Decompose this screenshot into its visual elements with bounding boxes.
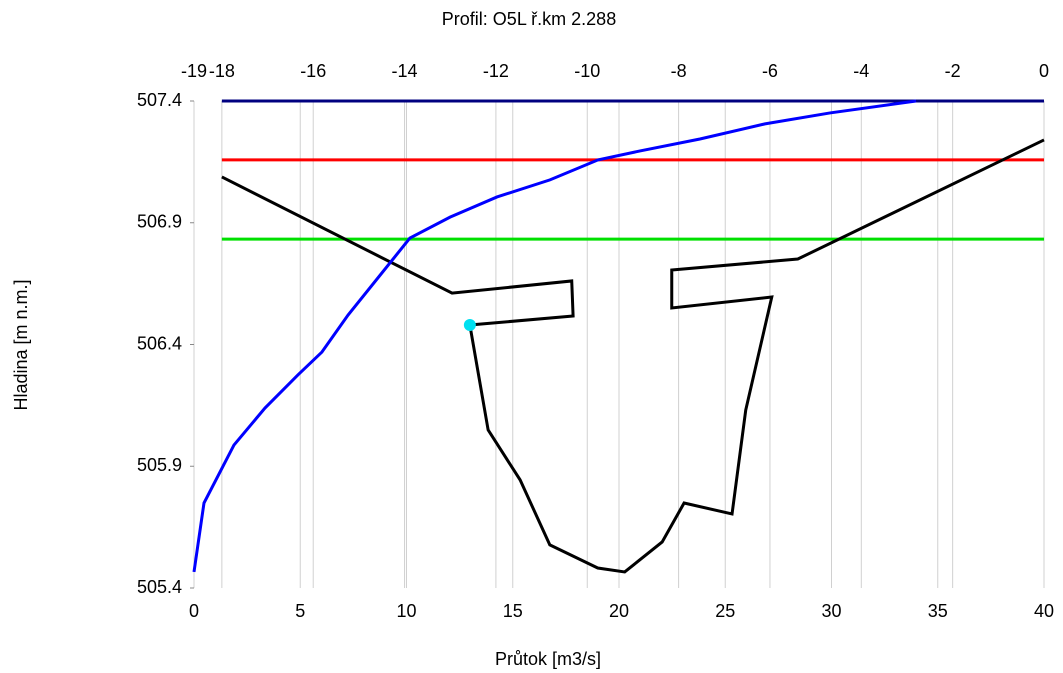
x-tick-label: 30 [821, 601, 841, 621]
series-line [192, 99, 917, 573]
y-tick-label: 506.9 [137, 212, 182, 232]
y-tick-label: 507.4 [137, 90, 182, 110]
y-tick-label: 505.4 [137, 577, 182, 597]
y-tick-label: 506.4 [137, 333, 182, 353]
x-axis-label: Průtok [m3/s] [495, 649, 601, 669]
x2-tick-label: -2 [945, 61, 961, 81]
point [463, 319, 476, 332]
x2-tick-label: -18 [209, 61, 235, 81]
x2-tick-label: -14 [392, 61, 418, 81]
x2-tick-label: 0 [1039, 61, 1049, 81]
x2-tick-label: -16 [300, 61, 326, 81]
x-tick-label: 40 [1034, 601, 1054, 621]
x-tick-label: 5 [295, 601, 305, 621]
x-tick-label: 0 [189, 601, 199, 621]
x2-tick-label: -4 [853, 61, 869, 81]
x-tick-label: 35 [928, 601, 948, 621]
x2-tick-label: -6 [762, 61, 778, 81]
x-tick-label: 25 [715, 601, 735, 621]
x-tick-label: 10 [396, 601, 416, 621]
series-line [221, 138, 1045, 574]
x2-tick-label: -8 [671, 61, 687, 81]
x2-tick-label: -12 [483, 61, 509, 81]
x-tick-label: 15 [503, 601, 523, 621]
x2-tick-label: -19 [181, 61, 207, 81]
y-tick-label: 505.9 [137, 455, 182, 475]
chart-title: Profil: O5L ř.km 2.288 [442, 9, 616, 29]
x-tick-label: 20 [609, 601, 629, 621]
x2-tick-label: -10 [574, 61, 600, 81]
y-axis-label: Hladina [m n.m.] [11, 279, 31, 410]
